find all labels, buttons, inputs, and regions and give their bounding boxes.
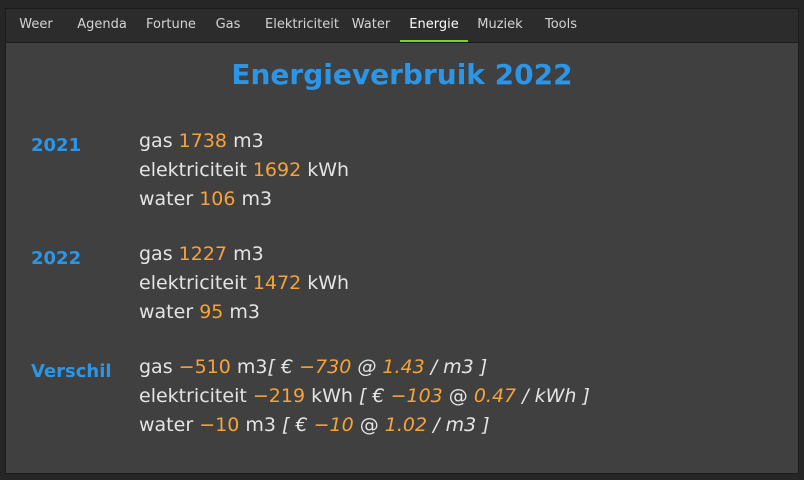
usage-name: water <box>139 188 194 210</box>
usage-unit: m3 <box>236 356 268 378</box>
diff-value: −510 <box>178 356 231 378</box>
usage-line-gas-2022: gas 1227 m3 <box>139 241 264 267</box>
tab-weer[interactable]: Weer <box>19 17 53 32</box>
diff-cost: −103 <box>390 385 443 407</box>
price-unit: kWh <box>534 385 577 407</box>
usage-value: 106 <box>199 188 236 210</box>
diff-cost: −730 <box>299 356 352 378</box>
usage-unit: m3 <box>229 301 261 323</box>
tab-agenda[interactable]: Agenda <box>77 17 127 32</box>
usage-value: 95 <box>199 301 224 323</box>
tab-bar: Weer Agenda Fortune Gas Elektriciteit Wa… <box>6 9 798 43</box>
diff-line-water: water −10 m3 [ € −10 @ 1.02 / m3 ] <box>139 414 490 436</box>
usage-value: 1738 <box>178 130 228 152</box>
usage-value: 1472 <box>252 272 302 294</box>
tab-fortune[interactable]: Fortune <box>146 17 196 32</box>
usage-line-water-2022: water 95 m3 <box>139 299 260 325</box>
tab-elektriciteit[interactable]: Elektriciteit <box>265 17 339 32</box>
usage-name: gas <box>139 243 173 265</box>
usage-unit: m3 <box>245 414 276 436</box>
tab-muziek[interactable]: Muziek <box>477 17 523 32</box>
price-unit: m3 <box>443 356 474 378</box>
usage-value: 1227 <box>178 243 228 265</box>
section-label-2021: 2021 <box>31 135 82 156</box>
diff-value: −219 <box>252 385 306 407</box>
usage-line-elektriciteit-2021: elektriciteit 1692 kWh <box>139 157 349 183</box>
tab-tools[interactable]: Tools <box>544 17 578 32</box>
page-title: Energieverbruik 2022 <box>231 58 573 91</box>
price-per-unit: 1.02 <box>384 414 428 436</box>
usage-name: water <box>139 414 194 436</box>
usage-unit: kWh <box>307 159 350 181</box>
usage-line-water-2021: water 106 m3 <box>139 186 272 212</box>
diff-cost: −10 <box>313 414 354 436</box>
section-label-2022: 2022 <box>31 248 82 269</box>
usage-unit: kWh <box>307 272 350 294</box>
usage-name: water <box>139 301 194 323</box>
usage-name: elektriciteit <box>139 385 247 407</box>
tab-water[interactable]: Water <box>351 17 391 32</box>
usage-unit: m3 <box>233 243 264 265</box>
usage-unit: m3 <box>241 188 273 210</box>
diff-value: −10 <box>199 414 240 436</box>
usage-name: gas <box>139 130 173 152</box>
price-per-unit: 0.47 <box>473 385 517 407</box>
price-per-unit: 1.43 <box>382 356 425 378</box>
usage-name: elektriciteit <box>139 272 247 294</box>
usage-unit: kWh <box>311 385 353 407</box>
usage-value: 1692 <box>252 159 302 181</box>
diff-line-gas: gas −510 m3[ € −730 @ 1.43 / m3 ] <box>139 356 488 378</box>
tab-energie[interactable]: Energie <box>400 9 468 42</box>
usage-name: gas <box>139 356 173 378</box>
app-window: Weer Agenda Fortune Gas Elektriciteit Wa… <box>5 8 799 474</box>
usage-name: elektriciteit <box>139 159 247 181</box>
diff-line-elektriciteit: elektriciteit −219 kWh [ € −103 @ 0.47 /… <box>139 385 590 407</box>
usage-unit: m3 <box>233 130 264 152</box>
price-unit: m3 <box>445 414 477 436</box>
section-label-verschil: Verschil <box>31 361 112 382</box>
usage-line-elektriciteit-2022: elektriciteit 1472 kWh <box>139 270 349 296</box>
tab-gas[interactable]: Gas <box>215 17 241 32</box>
usage-line-gas-2021: gas 1738 m3 <box>139 128 264 154</box>
